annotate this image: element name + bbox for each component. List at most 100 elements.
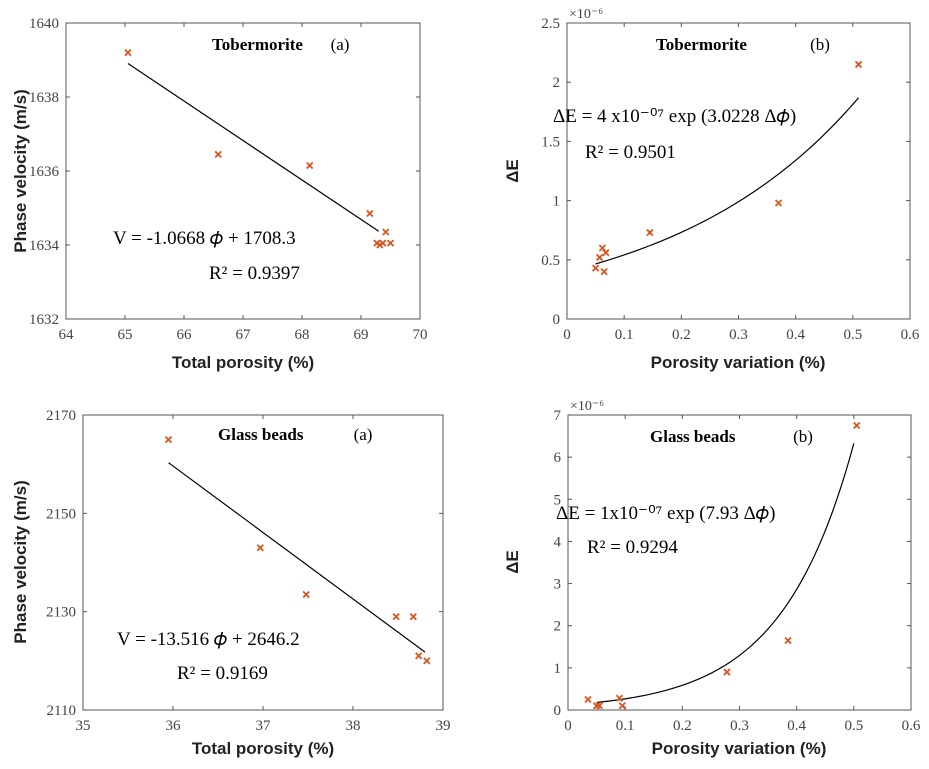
x-tick-label: 0 xyxy=(564,718,572,734)
data-point xyxy=(618,702,626,710)
data-point xyxy=(409,612,417,621)
x-tick-label: 38 xyxy=(346,718,361,734)
fit-r-squared: R² = 0.9169 xyxy=(177,663,268,684)
fit-curve-path xyxy=(596,443,855,704)
data-point xyxy=(124,48,132,57)
chart-glass-beads-velocity: 35 36 37 38 39 2110 2130 2150 2170 Glass beads (… xyxy=(11,408,451,758)
x-tick-label: 0.1 xyxy=(615,327,634,343)
plot-frame xyxy=(567,414,912,711)
y-tick-label: 2170 xyxy=(46,408,76,424)
y-tick-label: 0 xyxy=(554,703,562,719)
data-point xyxy=(615,694,624,702)
data-point xyxy=(584,695,592,704)
data-point xyxy=(366,209,374,218)
y-tick-label: 0.5 xyxy=(541,253,560,269)
fit-curve xyxy=(596,443,855,704)
y-tick-label: 2 xyxy=(554,619,562,635)
axis-multiplier: ×10⁻⁶ xyxy=(569,7,603,22)
x-tick-label: 0 xyxy=(563,327,571,343)
fit-line-path xyxy=(127,63,380,232)
y-tick-label: 1638 xyxy=(29,90,59,106)
y-tick-label: 2150 xyxy=(46,506,76,522)
plot-frame xyxy=(566,22,911,320)
data-point xyxy=(302,590,310,599)
x-tick-label: 0.3 xyxy=(729,327,748,343)
data-point xyxy=(774,199,783,207)
data-point xyxy=(386,239,395,247)
x-tick-label: 0.4 xyxy=(787,718,806,734)
y-tick-label: 5 xyxy=(554,492,562,508)
fit-r-squared: R² = 0.9501 xyxy=(585,142,676,163)
x-tick-label: 0.2 xyxy=(672,327,691,343)
y-axis-label: ΔE xyxy=(503,159,522,183)
y-tick-label: 2 xyxy=(553,75,561,91)
data-point xyxy=(306,161,314,170)
data-points xyxy=(124,48,395,249)
fit-line-path xyxy=(168,462,426,653)
data-point xyxy=(723,668,731,676)
data-point xyxy=(595,253,604,262)
x-tick-label: 0.1 xyxy=(616,718,635,734)
x-tick-label: 0.6 xyxy=(902,718,921,734)
panel-label: (b) xyxy=(810,35,830,54)
x-tick-label: 0.3 xyxy=(730,718,749,734)
y-axis-label: Phase velocity (m/s) xyxy=(11,480,30,643)
x-tick-label: 65 xyxy=(118,327,133,343)
data-point xyxy=(379,239,387,247)
data-point xyxy=(591,264,600,272)
data-points xyxy=(164,435,431,665)
data-point xyxy=(598,244,607,252)
y-tick-label: 2130 xyxy=(46,605,76,621)
y-tick-label: 4 xyxy=(554,534,562,550)
y-tick-label: 2110 xyxy=(47,703,76,719)
data-points xyxy=(584,421,861,710)
y-axis-label: ΔE xyxy=(503,550,522,574)
x-tick-label: 36 xyxy=(166,718,182,734)
y-tick-label: 1640 xyxy=(29,16,59,32)
x-tick-label: 0.4 xyxy=(786,327,805,343)
axis-ticks: 0 0.1 0.2 0.3 0.4 0.5 0.6 0 1 2 3 4 5 6 7 xyxy=(554,408,921,734)
x-axis-label: Porosity variation (%) xyxy=(652,739,827,758)
x-tick-label: 66 xyxy=(177,327,193,343)
chart-tobermorite-delta-e: 0 0.1 0.2 0.3 0.4 0.5 0.6 0 0.5 1 1.5 2 2.5 ×10⁻⁶ To… xyxy=(503,7,920,372)
y-tick-label: 0 xyxy=(553,312,561,328)
data-point xyxy=(600,268,608,276)
plot-title: Glass beads xyxy=(218,425,304,444)
data-point xyxy=(256,544,264,552)
y-tick-label: 1634 xyxy=(29,238,60,254)
y-tick-label: 1 xyxy=(554,661,562,677)
fit-equation: ΔE = 4 x10⁻⁰⁷ exp (3.0228 Δ𝜙) xyxy=(553,106,796,127)
fit-line xyxy=(127,63,380,232)
fit-equation: V = -1.0668 𝜙 + 1708.3 xyxy=(113,228,296,249)
y-tick-label: 3 xyxy=(554,577,562,593)
chart-tobermorite-velocity: 64 65 66 67 68 69 70 1632 1634 1636 1638 1640 Tober… xyxy=(11,16,428,372)
fit-curve xyxy=(595,97,860,265)
y-tick-label: 1.5 xyxy=(541,134,560,150)
data-point xyxy=(392,612,400,621)
y-tick-label: 1636 xyxy=(29,164,60,180)
x-tick-label: 0.5 xyxy=(844,718,863,734)
axis-multiplier: ×10⁻⁶ xyxy=(570,399,604,414)
x-tick-label: 70 xyxy=(413,327,428,343)
plot-title: Tobermorite xyxy=(212,35,303,54)
data-point xyxy=(214,150,222,158)
data-point xyxy=(595,702,604,710)
x-tick-label: 0.5 xyxy=(843,327,862,343)
data-points xyxy=(591,60,863,276)
data-point xyxy=(382,228,390,236)
x-tick-label: 68 xyxy=(295,327,310,343)
x-tick-label: 39 xyxy=(436,718,451,734)
panel-label: (a) xyxy=(354,425,373,444)
fit-curve-path xyxy=(595,97,860,265)
axis-ticks: 0 0.1 0.2 0.3 0.4 0.5 0.6 0 0.5 1 1.5 2 2.5 xyxy=(541,16,920,343)
x-tick-label: 0.2 xyxy=(673,718,692,734)
axis-ticks: 64 65 66 67 68 69 70 1632 1634 1636 1638 1640 xyxy=(29,16,428,343)
y-axis-label: Phase velocity (m/s) xyxy=(11,89,30,252)
x-tick-label: 0.6 xyxy=(901,327,920,343)
chart-glass-beads-delta-e: 0 0.1 0.2 0.3 0.4 0.5 0.6 0 1 2 3 4 5 6 7 ×10⁻⁶ Glass … xyxy=(503,399,921,758)
fit-equation: ΔE = 1x10⁻⁰⁷ exp (7.93 Δ𝜙) xyxy=(556,503,775,524)
panel-label: (b) xyxy=(793,427,813,446)
y-tick-label: 2.5 xyxy=(541,16,560,32)
data-point xyxy=(646,228,654,237)
